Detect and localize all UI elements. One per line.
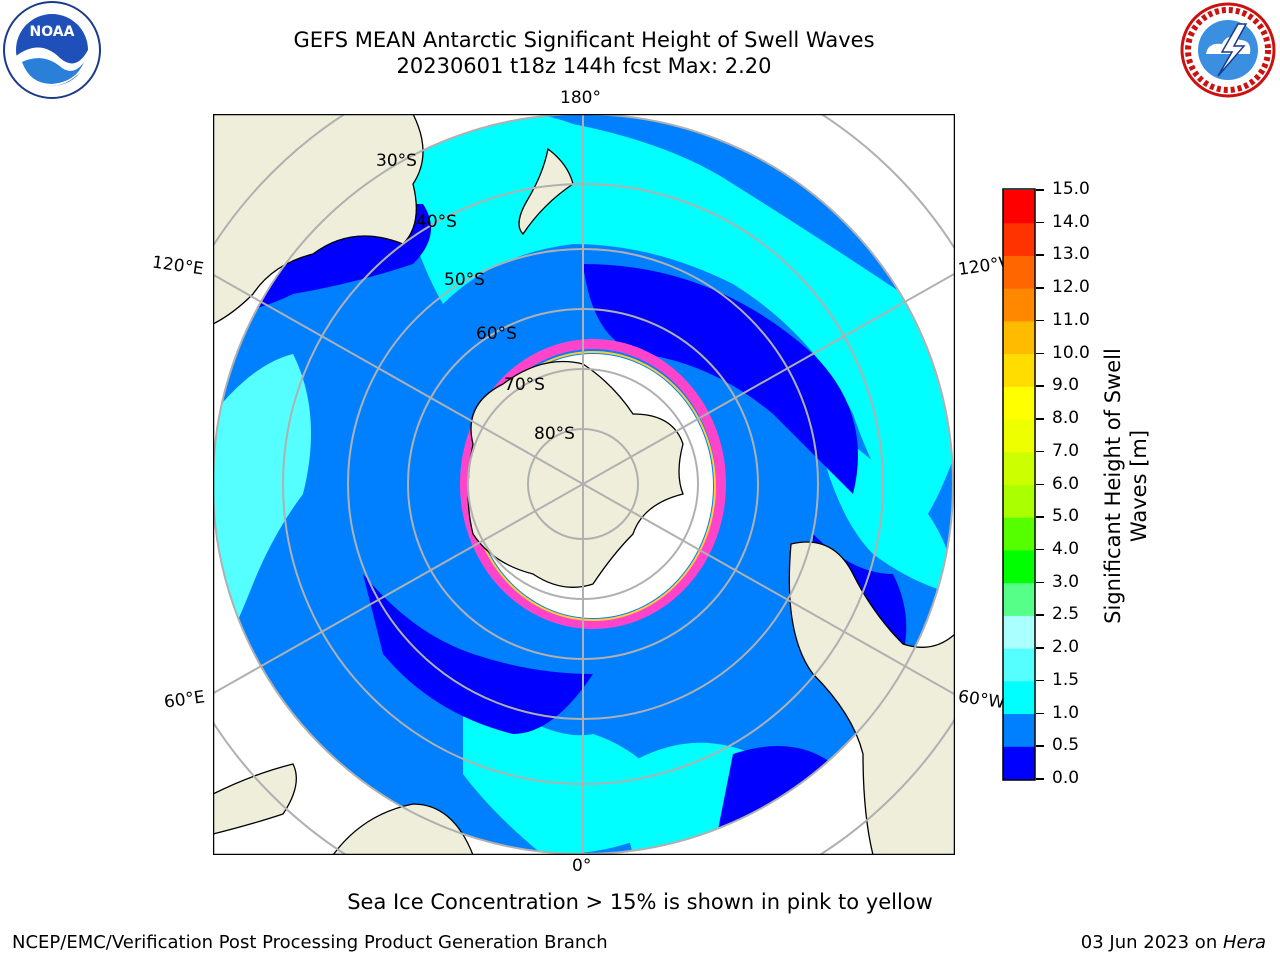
lat-label-50s: 50°S: [444, 270, 485, 290]
colorbar-tick-mark: [1036, 614, 1044, 616]
lon-label-60e: 60°E: [162, 687, 207, 713]
colorbar-tick-label: 14.0: [1052, 211, 1090, 232]
new-zealand-landmass: [518, 147, 574, 236]
colorbar-segment: [1003, 549, 1035, 584]
lon-label-60w: 60°W: [956, 686, 1007, 714]
colorbar-tick-mark: [1036, 385, 1044, 387]
colorbar-tick-mark: [1036, 581, 1044, 584]
colorbar-tick-label: 5.0: [1052, 506, 1080, 527]
colorbar-label-line1: Significant Height of Swell: [1101, 348, 1125, 624]
colorbar-tick-mark: [1036, 516, 1044, 518]
noaa-logo: NOAA: [3, 1, 101, 99]
colorbar-segment: [1003, 746, 1035, 780]
colorbar-segment: [1003, 353, 1035, 387]
africa-landmass: [332, 803, 474, 855]
colorbar-tick-mark: [1036, 647, 1044, 649]
colorbar-tick-mark: [1036, 287, 1044, 289]
colorbar-tick-label: 4.0: [1052, 538, 1080, 559]
lat-label-70s: 70°S: [504, 375, 545, 395]
nws-logo: [1180, 2, 1276, 98]
colorbar-tick-mark: [1036, 189, 1044, 191]
footer-branch: NCEP/EMC/Verification Post Processing Pr…: [12, 932, 608, 953]
lon-label-180: 180°: [560, 88, 601, 108]
colorbar-tick-mark: [1036, 352, 1044, 355]
colorbar-tick-mark: [1036, 418, 1044, 420]
colorbar-segment: [1003, 451, 1035, 485]
colorbar-segment: [1003, 320, 1035, 355]
colorbar-label: Significant Height of Swell Waves [m]: [1100, 336, 1152, 636]
colorbar-tick-label: 8.0: [1052, 408, 1080, 429]
lon-label-0: 0°: [572, 856, 592, 876]
colorbar-tick-label: 2.5: [1052, 604, 1080, 625]
colorbar-segment: [1003, 648, 1035, 682]
colorbar-label-line2: Waves [m]: [1127, 429, 1151, 543]
colorbar-tick-label: 0.5: [1052, 735, 1080, 756]
colorbar-segment: [1003, 517, 1035, 551]
colorbar-tick-label: 2.0: [1052, 637, 1080, 658]
footer-date: 03 Jun 2023 on Hera: [1081, 932, 1266, 953]
footer-date-text: 03 Jun 2023 on: [1080, 932, 1223, 953]
antarctica-landmass: [467, 360, 684, 588]
lat-label-60s: 60°S: [476, 324, 517, 344]
colorbar-segment: [1003, 255, 1035, 289]
lat-label-80s: 80°S: [534, 424, 575, 444]
colorbar-tick-mark: [1036, 319, 1044, 322]
colorbar-tick-label: 1.0: [1052, 702, 1080, 723]
colorbar-tick-mark: [1036, 548, 1044, 551]
sea-ice-note: Sea Ice Concentration > 15% is shown in …: [347, 890, 933, 914]
colorbar-segment: [1003, 484, 1035, 518]
lat-label-40s: 40°S: [416, 212, 457, 232]
colorbar-tick-label: 6.0: [1052, 473, 1080, 494]
colorbar: [1002, 188, 1036, 781]
colorbar-segment: [1003, 386, 1035, 420]
colorbar-tick-label: 1.5: [1052, 669, 1080, 690]
colorbar-tick-label: 12.0: [1052, 277, 1090, 298]
lat-label-30s: 30°S: [376, 151, 417, 171]
colorbar-tick-mark: [1036, 254, 1044, 256]
colorbar-segment: [1003, 582, 1035, 616]
colorbar-tick-mark: [1036, 221, 1044, 224]
colorbar-tick-label: 13.0: [1052, 244, 1090, 265]
colorbar-tick-label: 7.0: [1052, 440, 1080, 461]
footer-host: Hera: [1222, 932, 1266, 953]
colorbar-tick-label: 3.0: [1052, 571, 1080, 592]
polar-map: [213, 114, 955, 855]
madagascar-landmass: [213, 763, 297, 835]
colorbar-segment: [1003, 680, 1035, 715]
south-america-landmass: [788, 541, 955, 855]
colorbar-tick-mark: [1036, 679, 1044, 682]
colorbar-tick-label: 11.0: [1052, 309, 1090, 330]
colorbar-segment: [1003, 222, 1035, 256]
chart-title: GEFS MEAN Antarctic Significant Height o…: [293, 28, 875, 52]
colorbar-segment: [1003, 288, 1035, 322]
noaa-logo-text: NOAA: [30, 24, 75, 40]
colorbar-segment: [1003, 190, 1035, 224]
colorbar-tick-label: 9.0: [1052, 375, 1080, 396]
colorbar-tick-mark: [1036, 778, 1044, 780]
colorbar-tick-label: 10.0: [1052, 342, 1090, 363]
colorbar-segment: [1003, 713, 1035, 747]
colorbar-tick-label: 15.0: [1052, 179, 1090, 199]
colorbar-segment: [1003, 419, 1035, 453]
colorbar-tick-label: 0.0: [1052, 768, 1080, 788]
colorbar-tick-mark: [1036, 745, 1044, 747]
colorbar-segment: [1003, 615, 1035, 649]
colorbar-tick-mark: [1036, 712, 1044, 715]
colorbar-tick-mark: [1036, 450, 1044, 453]
lon-label-120e: 120°E: [150, 252, 205, 280]
colorbar-tick-mark: [1036, 483, 1044, 485]
chart-subtitle: 20230601 t18z 144h fcst Max: 2.20: [396, 54, 772, 78]
